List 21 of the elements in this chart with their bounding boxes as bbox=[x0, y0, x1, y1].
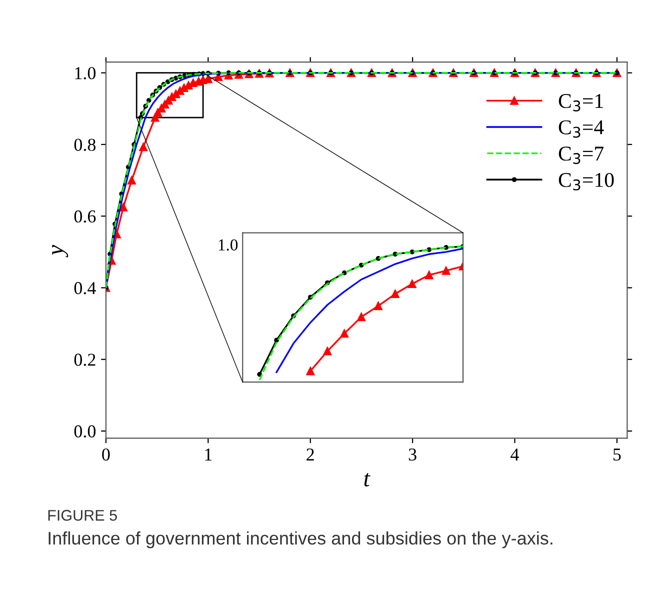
legend-label: C$_{3}$=10 bbox=[558, 172, 614, 190]
y-axis-title: y bbox=[52, 244, 68, 258]
y-tick-label: 0.2 bbox=[74, 354, 96, 366]
x-tick-label: 0 bbox=[102, 448, 110, 461]
x-tick-label: 1 bbox=[205, 448, 212, 460]
y-tick-label: 0.6 bbox=[74, 210, 96, 223]
legend-label: C$_{3}$=7 bbox=[558, 146, 604, 164]
caption: FIGURE 5 bbox=[48, 510, 117, 521]
annotation: 1.0 bbox=[218, 239, 238, 251]
x-tick-label: 3 bbox=[408, 448, 416, 461]
y-tick-label: 0.0 bbox=[74, 425, 96, 438]
legend-label: C$_{3}$=4 bbox=[558, 120, 604, 138]
y-tick-label: 0.4 bbox=[74, 282, 96, 294]
x-tick-label: 5 bbox=[614, 448, 621, 461]
x-tick-label: 4 bbox=[510, 448, 519, 460]
text: Influence of government incentives and subsidies on the y-axis. bbox=[48, 531, 552, 548]
y-tick-label: 0.8 bbox=[74, 138, 96, 151]
y-tick-label: 1.0 bbox=[75, 67, 96, 80]
x-tick-label: 2 bbox=[306, 448, 314, 460]
legend-label: C$_{3}$=1 bbox=[558, 94, 603, 112]
x-axis-title: t bbox=[364, 472, 370, 486]
